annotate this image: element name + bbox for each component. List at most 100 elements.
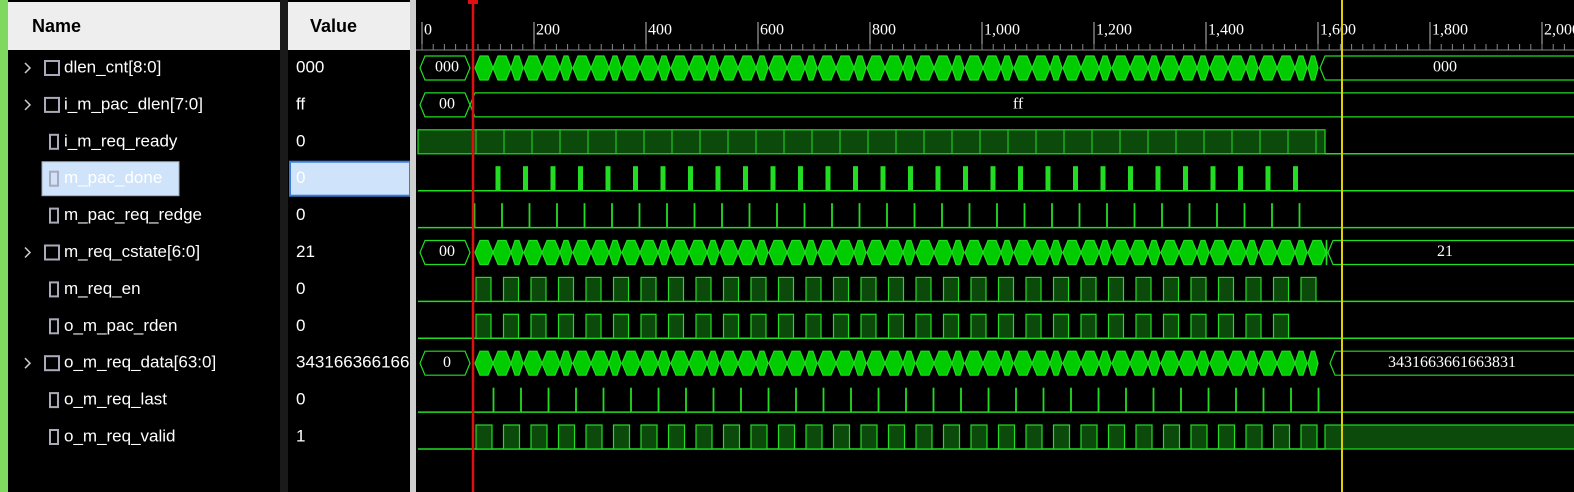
high-pulse	[1272, 276, 1290, 302]
pulse	[605, 166, 611, 192]
selection	[41, 161, 180, 197]
pulse	[748, 203, 751, 229]
pulse	[1042, 387, 1045, 413]
signal-icon	[44, 60, 60, 76]
high-pulse	[750, 424, 768, 450]
pulse	[1161, 203, 1163, 229]
signal-name[interactable]: m_req_en	[64, 279, 141, 298]
pulse	[960, 387, 962, 413]
signal-name[interactable]: m_req_cstate[6:0]	[64, 242, 200, 261]
bus-cell	[1196, 239, 1210, 266]
name-column: dlen_cnt[8:0] i_m_pac_dlen[7:0] i_m_req_re…	[24, 57, 216, 445]
high-pulse	[1025, 424, 1043, 450]
high-pulse	[1162, 424, 1181, 450]
pulse	[638, 203, 641, 229]
pulse	[520, 387, 522, 413]
pulse	[853, 166, 858, 192]
bus-segment	[1329, 350, 1574, 376]
bus-cell	[1147, 239, 1161, 266]
high-pulse	[1135, 424, 1153, 450]
bus-segment	[1319, 55, 1574, 81]
bus-cell	[853, 350, 867, 376]
bus-cell	[559, 55, 573, 81]
bus-cell	[853, 239, 867, 266]
bus-cell	[559, 239, 573, 266]
signal-name[interactable]: m_pac_req_redge	[64, 205, 202, 224]
pulse	[990, 166, 996, 192]
signal-name[interactable]: o_m_req_last	[64, 390, 167, 409]
selection	[289, 160, 410, 197]
pulse	[770, 166, 776, 192]
pulse	[1106, 203, 1108, 229]
signal-value: 0	[296, 131, 305, 150]
high-pulse	[640, 276, 657, 302]
high-pulse	[722, 424, 741, 450]
axis-label: 1,800	[1432, 22, 1468, 39]
signal-name[interactable]: i_m_req_ready	[64, 131, 178, 150]
high-pulse	[887, 424, 906, 450]
high-pulse	[612, 313, 630, 339]
pulse	[905, 387, 907, 413]
bus-cell	[1245, 239, 1259, 266]
axis-label: 800	[872, 22, 896, 39]
high-pulse	[722, 276, 740, 302]
high-pulse	[970, 313, 987, 339]
value-header[interactable]	[288, 2, 410, 50]
pulse	[1290, 387, 1292, 413]
splitter[interactable]	[280, 0, 288, 492]
bus-cell	[1325, 239, 1328, 266]
pulse	[575, 387, 577, 413]
bus-cell	[1098, 350, 1112, 376]
bus-cell	[608, 55, 622, 81]
bus-segment	[1327, 239, 1574, 266]
bus-cell	[706, 350, 720, 376]
wave-label: 3431663661663831	[1388, 354, 1516, 371]
expander[interactable]	[24, 246, 32, 259]
pulse	[941, 203, 943, 229]
expander[interactable]	[24, 357, 32, 369]
axis-label: 0	[424, 22, 432, 39]
pulse	[963, 166, 968, 192]
high-pulse	[750, 313, 767, 339]
high-pulse	[557, 424, 576, 450]
signal-value: 0	[296, 390, 305, 409]
high-pulse	[970, 424, 988, 450]
pulse	[1045, 166, 1051, 192]
signal-name[interactable]: o_m_req_data[63:0]	[64, 353, 216, 372]
high-pulse	[1217, 424, 1236, 450]
signal-name[interactable]: o_m_pac_rden	[64, 316, 177, 335]
high-pulse	[502, 424, 521, 450]
pulse	[1293, 166, 1298, 192]
pulse	[693, 203, 696, 229]
pulse	[803, 203, 806, 229]
high-pulse	[777, 424, 796, 450]
pulse	[1155, 166, 1161, 192]
high-pulse	[832, 276, 850, 302]
high-pulse	[1300, 276, 1317, 302]
pulse	[767, 387, 770, 413]
high-pulse	[667, 424, 686, 450]
axis-label: 1,200	[1096, 22, 1132, 39]
expander[interactable]	[24, 62, 32, 74]
signal-name[interactable]: o_m_req_valid	[64, 426, 176, 445]
cursor-handle[interactable]	[468, 0, 478, 4]
signal-name[interactable]: dlen_cnt[8:0]	[64, 57, 161, 76]
expander[interactable]	[24, 99, 32, 111]
high-pulse	[832, 424, 851, 450]
high-pulse	[1080, 313, 1097, 339]
splitter[interactable]	[410, 0, 416, 492]
pulse	[1262, 387, 1265, 413]
bus-segment	[419, 350, 471, 376]
pulse	[1070, 387, 1072, 413]
bus-cell	[608, 239, 622, 266]
signal-name[interactable]: m_pac_done	[64, 168, 162, 187]
signal-name[interactable]: i_m_pac_dlen[7:0]	[64, 94, 203, 113]
bus-cell	[657, 350, 671, 376]
bus-segment	[469, 92, 1574, 118]
high-pulse	[887, 276, 905, 302]
high-pulse	[1190, 424, 1208, 450]
high-pulse	[777, 313, 795, 339]
pulse	[547, 387, 550, 413]
name-header[interactable]	[8, 2, 280, 50]
bus-segment	[419, 55, 471, 81]
